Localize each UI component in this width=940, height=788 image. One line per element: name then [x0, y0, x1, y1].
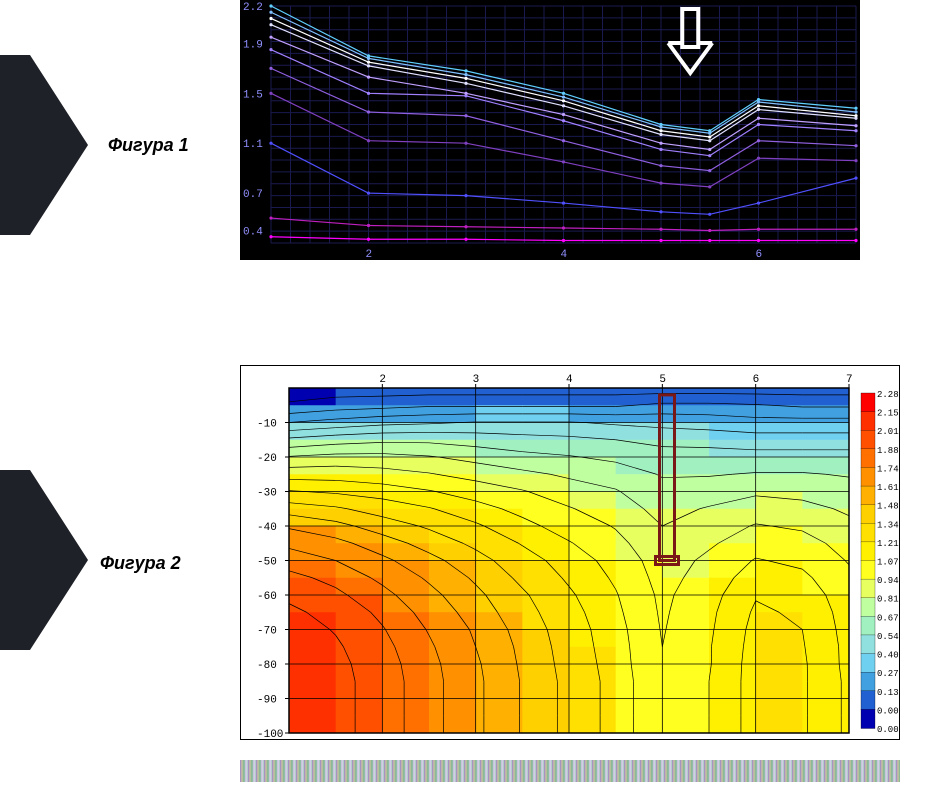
- figure-1-label: Фигура 1: [108, 135, 189, 156]
- svg-text:0.13: 0.13: [877, 688, 899, 698]
- figure-2-label: Фигура 2: [100, 553, 181, 574]
- svg-text:0.67: 0.67: [877, 613, 899, 623]
- svg-text:-50: -50: [257, 557, 277, 569]
- svg-text:1.21: 1.21: [877, 539, 899, 549]
- svg-text:2.15: 2.15: [877, 409, 899, 419]
- svg-text:6: 6: [756, 249, 763, 261]
- svg-text:0.00: 0.00: [877, 725, 899, 735]
- svg-text:-20: -20: [257, 453, 277, 465]
- svg-text:-40: -40: [257, 522, 277, 534]
- chevron-shape-2: [0, 470, 90, 650]
- svg-text:2.01: 2.01: [877, 427, 899, 437]
- svg-text:0.94: 0.94: [877, 576, 899, 586]
- svg-text:-90: -90: [257, 695, 277, 707]
- svg-text:1.07: 1.07: [877, 558, 899, 568]
- svg-text:1.48: 1.48: [877, 502, 899, 512]
- svg-text:0.00: 0.00: [877, 706, 899, 716]
- svg-text:-100: -100: [257, 729, 283, 741]
- svg-text:-60: -60: [257, 591, 277, 603]
- svg-text:0.81: 0.81: [877, 595, 899, 605]
- svg-text:1.74: 1.74: [877, 464, 899, 474]
- svg-text:2.2: 2.2: [243, 2, 263, 14]
- svg-text:0.27: 0.27: [877, 669, 899, 679]
- svg-text:1.88: 1.88: [877, 446, 899, 456]
- svg-text:2.28: 2.28: [877, 390, 899, 400]
- svg-text:1.61: 1.61: [877, 483, 899, 493]
- svg-text:4: 4: [561, 249, 568, 261]
- svg-text:1.1: 1.1: [243, 139, 263, 151]
- svg-text:-10: -10: [257, 419, 277, 431]
- svg-text:-30: -30: [257, 488, 277, 500]
- figure-1-line-chart: 0.4 0.7 1.1 1.5 1.9 2.2 2 4 6: [240, 0, 860, 260]
- svg-text:-80: -80: [257, 660, 277, 672]
- figure-2-contour-chart: 234567-10-20-30-40-50-60-70-80-90-1002.2…: [240, 365, 900, 740]
- svg-text:1.5: 1.5: [243, 89, 263, 101]
- svg-text:0.40: 0.40: [877, 651, 899, 661]
- svg-text:0.54: 0.54: [877, 632, 899, 642]
- svg-text:0.4: 0.4: [243, 227, 263, 239]
- svg-text:1.34: 1.34: [877, 520, 899, 530]
- svg-text:2: 2: [366, 249, 373, 261]
- svg-text:-70: -70: [257, 626, 277, 638]
- chevron-shape-1: [0, 55, 90, 235]
- svg-text:0.7: 0.7: [243, 189, 263, 201]
- noise-strip: [240, 760, 900, 782]
- svg-text:1.9: 1.9: [243, 39, 263, 51]
